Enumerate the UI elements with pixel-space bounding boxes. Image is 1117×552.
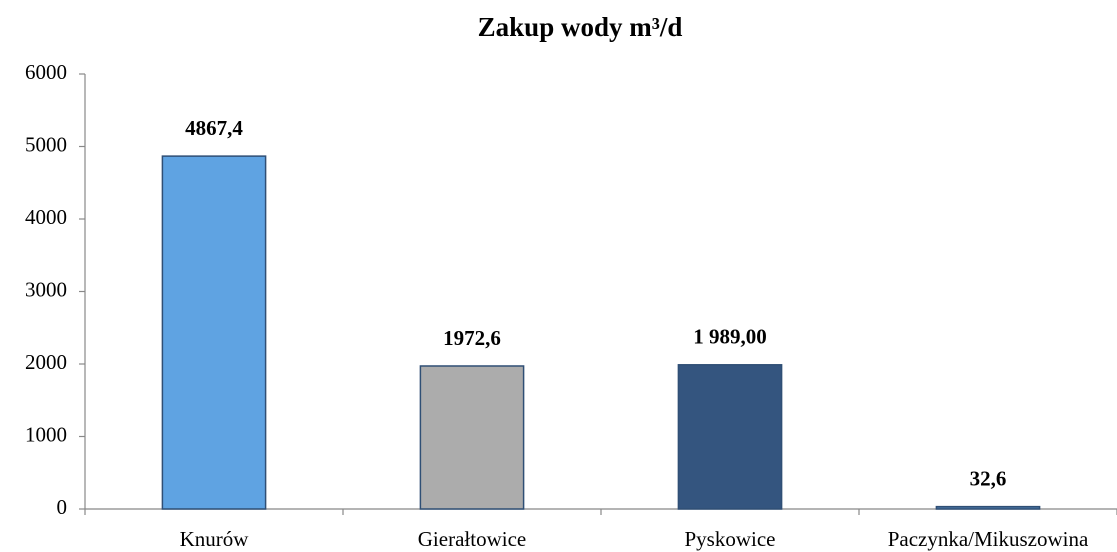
y-tick-label: 0 [57, 495, 68, 519]
x-tick-label: Knurów [180, 527, 250, 551]
bar [161, 155, 267, 510]
value-label: 32,6 [970, 466, 1007, 490]
chart-title: Zakup wody m³/d [478, 12, 683, 42]
bar [935, 505, 1041, 510]
bar [419, 365, 525, 510]
value-label: 4867,4 [185, 116, 243, 140]
y-tick-label: 5000 [25, 132, 67, 156]
value-label: 1972,6 [443, 326, 501, 350]
x-tick-label: Pyskowice [685, 527, 776, 551]
value-label: 1 989,00 [693, 325, 767, 349]
x-tick-label: Gierałtowice [418, 527, 526, 551]
bar [677, 364, 783, 510]
y-tick-label: 6000 [25, 60, 67, 84]
y-tick-label: 2000 [25, 350, 67, 374]
y-tick-label: 3000 [25, 277, 67, 301]
y-tick-label: 1000 [25, 422, 67, 446]
y-tick-label: 4000 [25, 205, 67, 229]
x-tick-label: Paczynka/Mikuszowina [888, 527, 1089, 551]
